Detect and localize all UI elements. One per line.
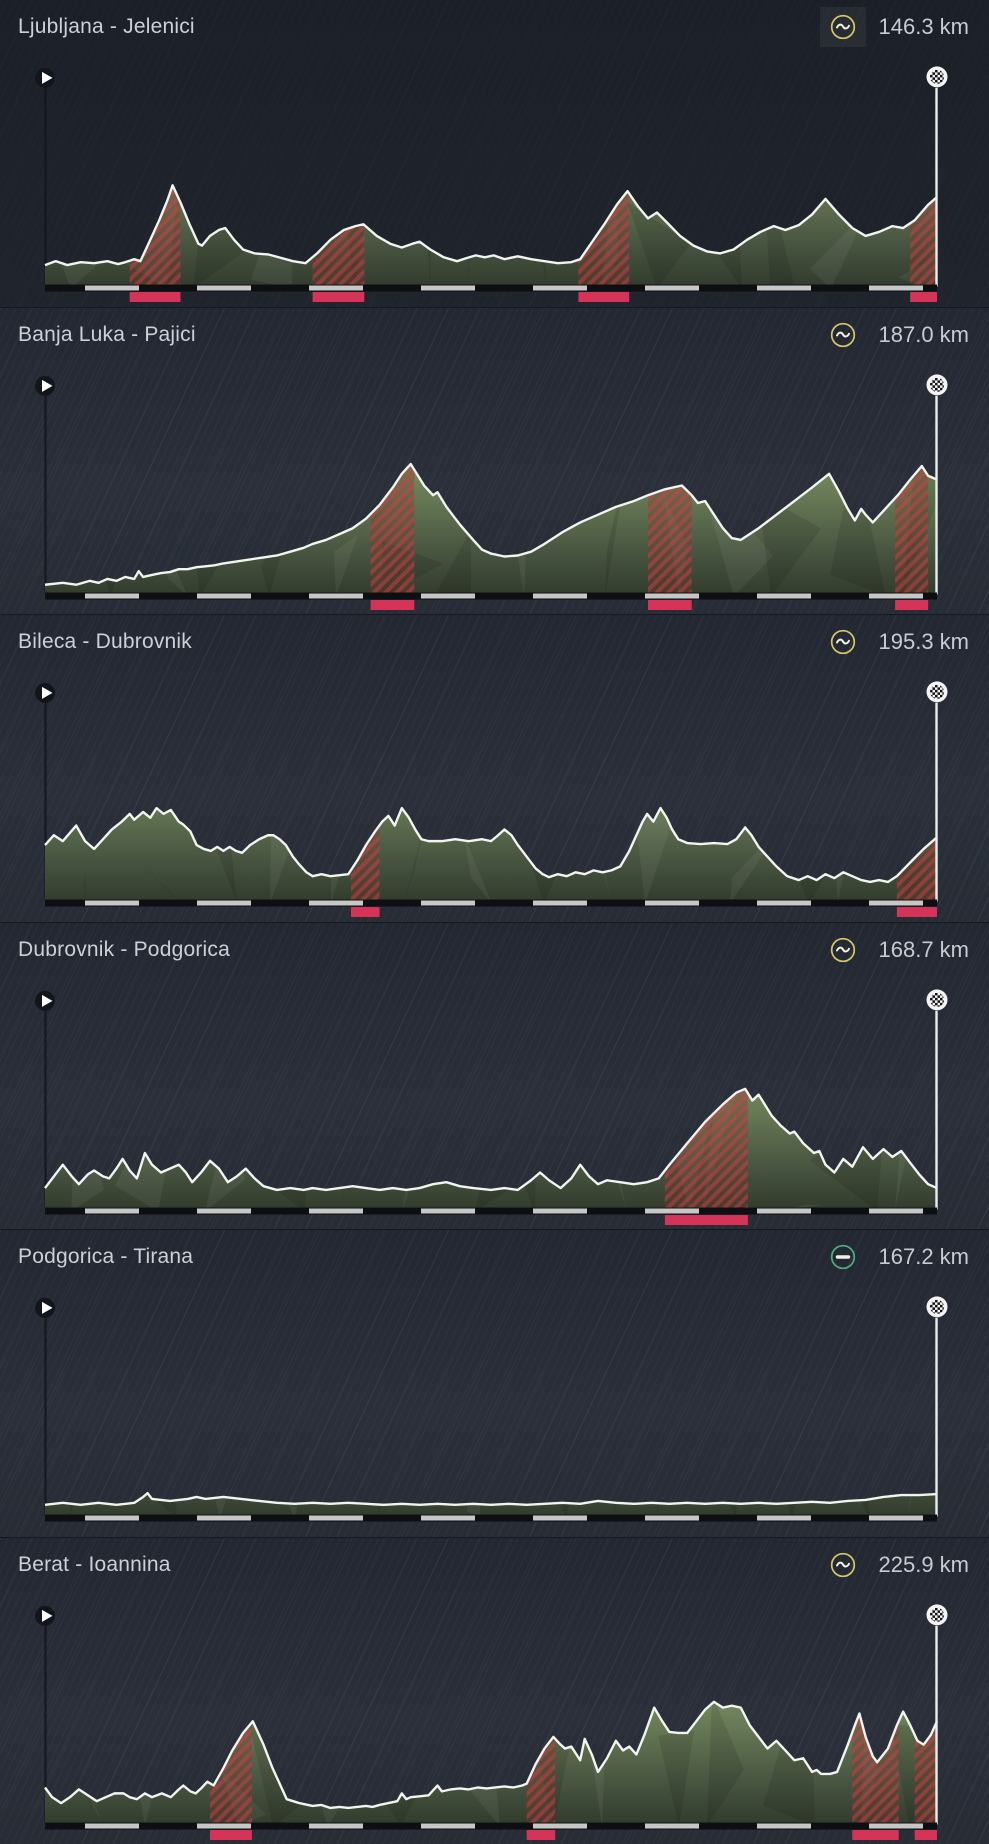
distance-axis <box>45 1514 937 1522</box>
distance-axis <box>45 592 937 600</box>
finish-flag-icon <box>926 988 948 1010</box>
stage-row[interactable]: Podgorica - Tirana 167.2 km <box>0 1229 989 1537</box>
elevation-area <box>45 185 937 286</box>
stage-profile-chart <box>35 1296 948 1522</box>
climb-marker <box>664 1214 748 1225</box>
climb-marker <box>852 1829 899 1840</box>
climb-marker <box>914 1829 937 1840</box>
climb-hatch <box>370 463 415 595</box>
play-button[interactable] <box>35 67 55 88</box>
climb-marker <box>648 599 692 610</box>
stage-row[interactable]: Ljubljana - Jelenici 146.3 km <box>0 0 989 307</box>
elevation-line <box>44 1700 939 1809</box>
stage-row[interactable]: Banja Luka - Pajici 187.0 km <box>0 306 989 614</box>
elevation-line <box>44 806 938 884</box>
finish-flag-icon <box>926 1296 948 1318</box>
elevation-area <box>45 1493 937 1516</box>
finish-flag-icon <box>926 373 948 395</box>
climb-marker <box>370 599 415 610</box>
elevation-area <box>45 463 937 594</box>
climb-marker <box>129 292 181 303</box>
distance-axis <box>45 899 937 907</box>
climb-hatch <box>312 185 365 287</box>
climb-marker <box>896 907 937 918</box>
climb-marker <box>351 907 380 918</box>
climb-hatch <box>526 1701 556 1825</box>
elevation-line <box>44 1087 938 1191</box>
stage-profile-chart <box>35 988 948 1225</box>
climb-hatch <box>664 1088 748 1210</box>
distance-axis <box>45 284 937 292</box>
terrain-facets <box>70 1493 937 1517</box>
climb-marker <box>312 292 365 303</box>
climb-hatch <box>351 808 380 902</box>
stage-row[interactable]: Berat - Ioannina 225.9 km <box>0 1536 989 1844</box>
elevation-line <box>44 462 938 586</box>
climb-hatch <box>910 185 937 287</box>
climb-hatch <box>578 185 630 287</box>
finish-flag-icon <box>926 1603 948 1625</box>
climb-hatch <box>914 1701 937 1825</box>
play-button[interactable] <box>35 1605 55 1626</box>
stage-profile-chart <box>35 1603 948 1840</box>
distance-axis <box>45 1822 937 1830</box>
play-button[interactable] <box>35 375 55 396</box>
stage-row[interactable]: Bileca - Dubrovnik 195.3 km <box>0 614 989 922</box>
climb-hatch <box>210 1701 252 1825</box>
elevation-area <box>45 1701 937 1824</box>
play-button[interactable] <box>35 682 55 703</box>
play-button[interactable] <box>35 990 55 1011</box>
elevation-area <box>45 808 937 901</box>
play-button[interactable] <box>35 1297 55 1318</box>
distance-axis <box>45 1207 937 1215</box>
finish-flag-icon <box>926 681 948 703</box>
stage-profile-chart <box>35 681 948 918</box>
climb-marker <box>895 599 929 610</box>
elevation-line <box>44 184 938 267</box>
elevation-line <box>44 1491 938 1507</box>
finish-flag-icon <box>926 66 948 88</box>
climb-marker <box>210 1829 252 1840</box>
climb-marker <box>910 292 937 303</box>
climb-hatch <box>852 1701 899 1825</box>
stage-profile-chart <box>35 66 948 303</box>
climb-marker <box>578 292 630 303</box>
stage-row[interactable]: Dubrovnik - Podgorica 168.7 km <box>0 921 989 1229</box>
climb-marker <box>526 1829 556 1840</box>
stage-profile-chart <box>35 373 948 610</box>
